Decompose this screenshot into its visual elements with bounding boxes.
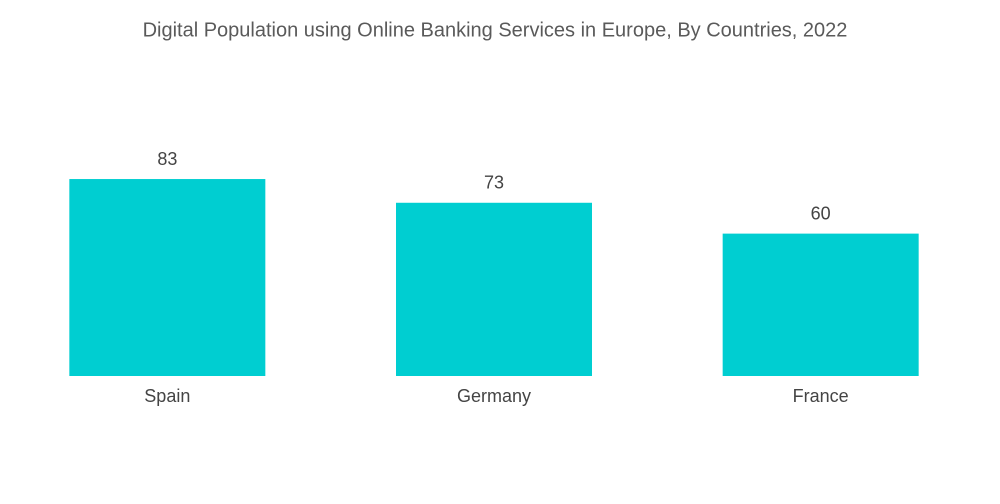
x-tick-label: Spain [144,386,190,406]
chart-title: Digital Population using Online Banking … [143,19,848,41]
x-tick-label: France [793,386,849,406]
bar [69,179,266,376]
bar [396,202,592,376]
data-label: 83 [157,149,177,169]
bar [722,233,919,376]
x-tick-label: Germany [457,386,531,406]
data-label: 73 [484,173,504,193]
data-label: 60 [811,203,831,223]
